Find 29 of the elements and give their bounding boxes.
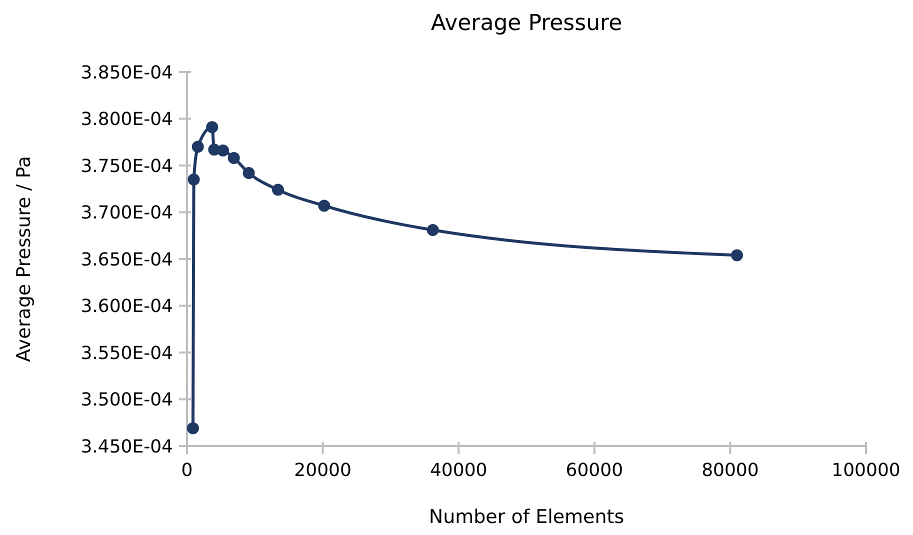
y-tick-label: 3.600E-04 xyxy=(80,296,173,318)
x-tick-label: 80000 xyxy=(702,460,759,481)
point xyxy=(186,422,199,434)
point xyxy=(192,140,204,153)
x-tick-label: 20000 xyxy=(294,460,352,481)
x-tick-label: 0 xyxy=(181,460,193,481)
point xyxy=(318,200,330,212)
point xyxy=(242,166,255,179)
point xyxy=(206,121,218,134)
point xyxy=(228,152,240,164)
y-tick-label: 3.450E-04 xyxy=(80,436,173,458)
y-axis-title: Average Pressure / Pa xyxy=(13,156,35,362)
point xyxy=(730,249,743,262)
y-tick-label: 3.850E-04 xyxy=(80,62,173,84)
point xyxy=(272,184,284,196)
y-tick-label: 3.700E-04 xyxy=(80,202,173,224)
y-tick-label: 3.800E-04 xyxy=(80,109,173,130)
x-tick-label: 40000 xyxy=(430,460,488,481)
point xyxy=(188,174,200,186)
y-tick-label: 3.650E-04 xyxy=(80,249,173,270)
x-axis-title: Number of Elements xyxy=(428,506,624,528)
x-tick-label: 60000 xyxy=(566,460,624,481)
chart-title: Average Pressure xyxy=(430,11,622,36)
point xyxy=(426,224,439,236)
y-tick-label: 3.500E-04 xyxy=(80,390,173,411)
x-tick-label: 100000 xyxy=(832,460,900,481)
y-tick-label: 3.750E-04 xyxy=(80,156,173,177)
point xyxy=(216,144,229,157)
y-tick-label: 3.550E-04 xyxy=(80,342,173,364)
